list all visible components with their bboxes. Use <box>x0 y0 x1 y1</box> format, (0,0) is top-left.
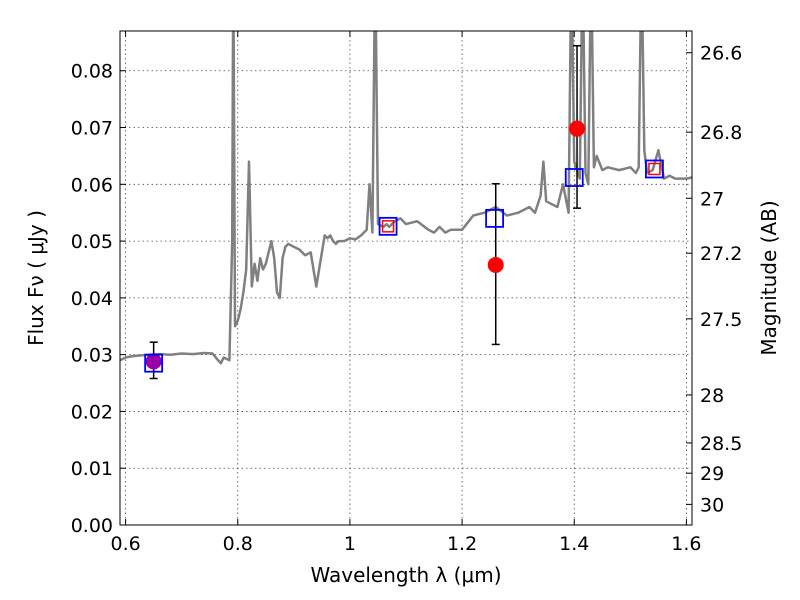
y-axis-right-label: Magnitude (AB) <box>757 200 781 355</box>
x-tick-label: 1.2 <box>447 533 477 555</box>
x-tick-label: 1.4 <box>559 533 589 555</box>
tick-layer: 0.6 0.8 1 1.2 1.4 1.6 0.00 0.01 0.02 0.03 0.04 0.05… <box>71 31 742 555</box>
model-box <box>144 353 164 373</box>
model-box <box>378 216 398 236</box>
x-tick-label: 1.6 <box>671 533 701 555</box>
observed-point <box>487 256 504 273</box>
y-tick-label: 0.00 <box>71 515 113 537</box>
mag-tick-label: 28 <box>700 385 724 407</box>
model-box <box>564 168 584 187</box>
mag-tick-label: 27.5 <box>700 309 742 331</box>
x-tick-label: 1 <box>344 533 356 555</box>
mag-tick-label: 27 <box>700 188 724 210</box>
mag-tick-label: 26.6 <box>700 43 742 65</box>
y-tick-label: 0.02 <box>71 401 113 423</box>
model-box <box>645 159 664 179</box>
observed-point <box>569 120 586 137</box>
y-tick-label: 0.01 <box>71 458 113 480</box>
mag-tick-label: 27.2 <box>700 243 742 265</box>
observed-point <box>145 353 162 370</box>
y-tick-label: 0.07 <box>71 118 113 140</box>
mag-tick-label: 30 <box>700 494 724 516</box>
mag-tick-label: 28.5 <box>700 433 742 455</box>
model-inner-box <box>648 162 661 176</box>
marker-layer <box>144 120 664 373</box>
y-tick-label: 0.03 <box>71 345 113 367</box>
y-tick-label: 0.04 <box>71 288 113 310</box>
y-tick-label: 0.08 <box>71 61 113 83</box>
mag-tick-label: 26.8 <box>700 122 742 144</box>
y-tick-label: 0.05 <box>71 231 113 253</box>
y-axis-label: Flux Fν ( μJy ) <box>24 210 48 346</box>
mag-tick-label: 29 <box>700 463 724 485</box>
plot-frame <box>119 30 693 526</box>
spectrum-layer <box>120 31 692 365</box>
x-tick-label: 0.8 <box>223 533 253 555</box>
x-axis-label: Wavelength λ (μm) <box>310 563 501 587</box>
model-inner-box <box>381 220 395 233</box>
y-tick-label: 0.06 <box>71 174 113 196</box>
x-tick-label: 0.6 <box>110 533 140 555</box>
model-box <box>485 208 505 228</box>
plot-background <box>120 31 692 525</box>
spectrum-line <box>120 31 692 365</box>
